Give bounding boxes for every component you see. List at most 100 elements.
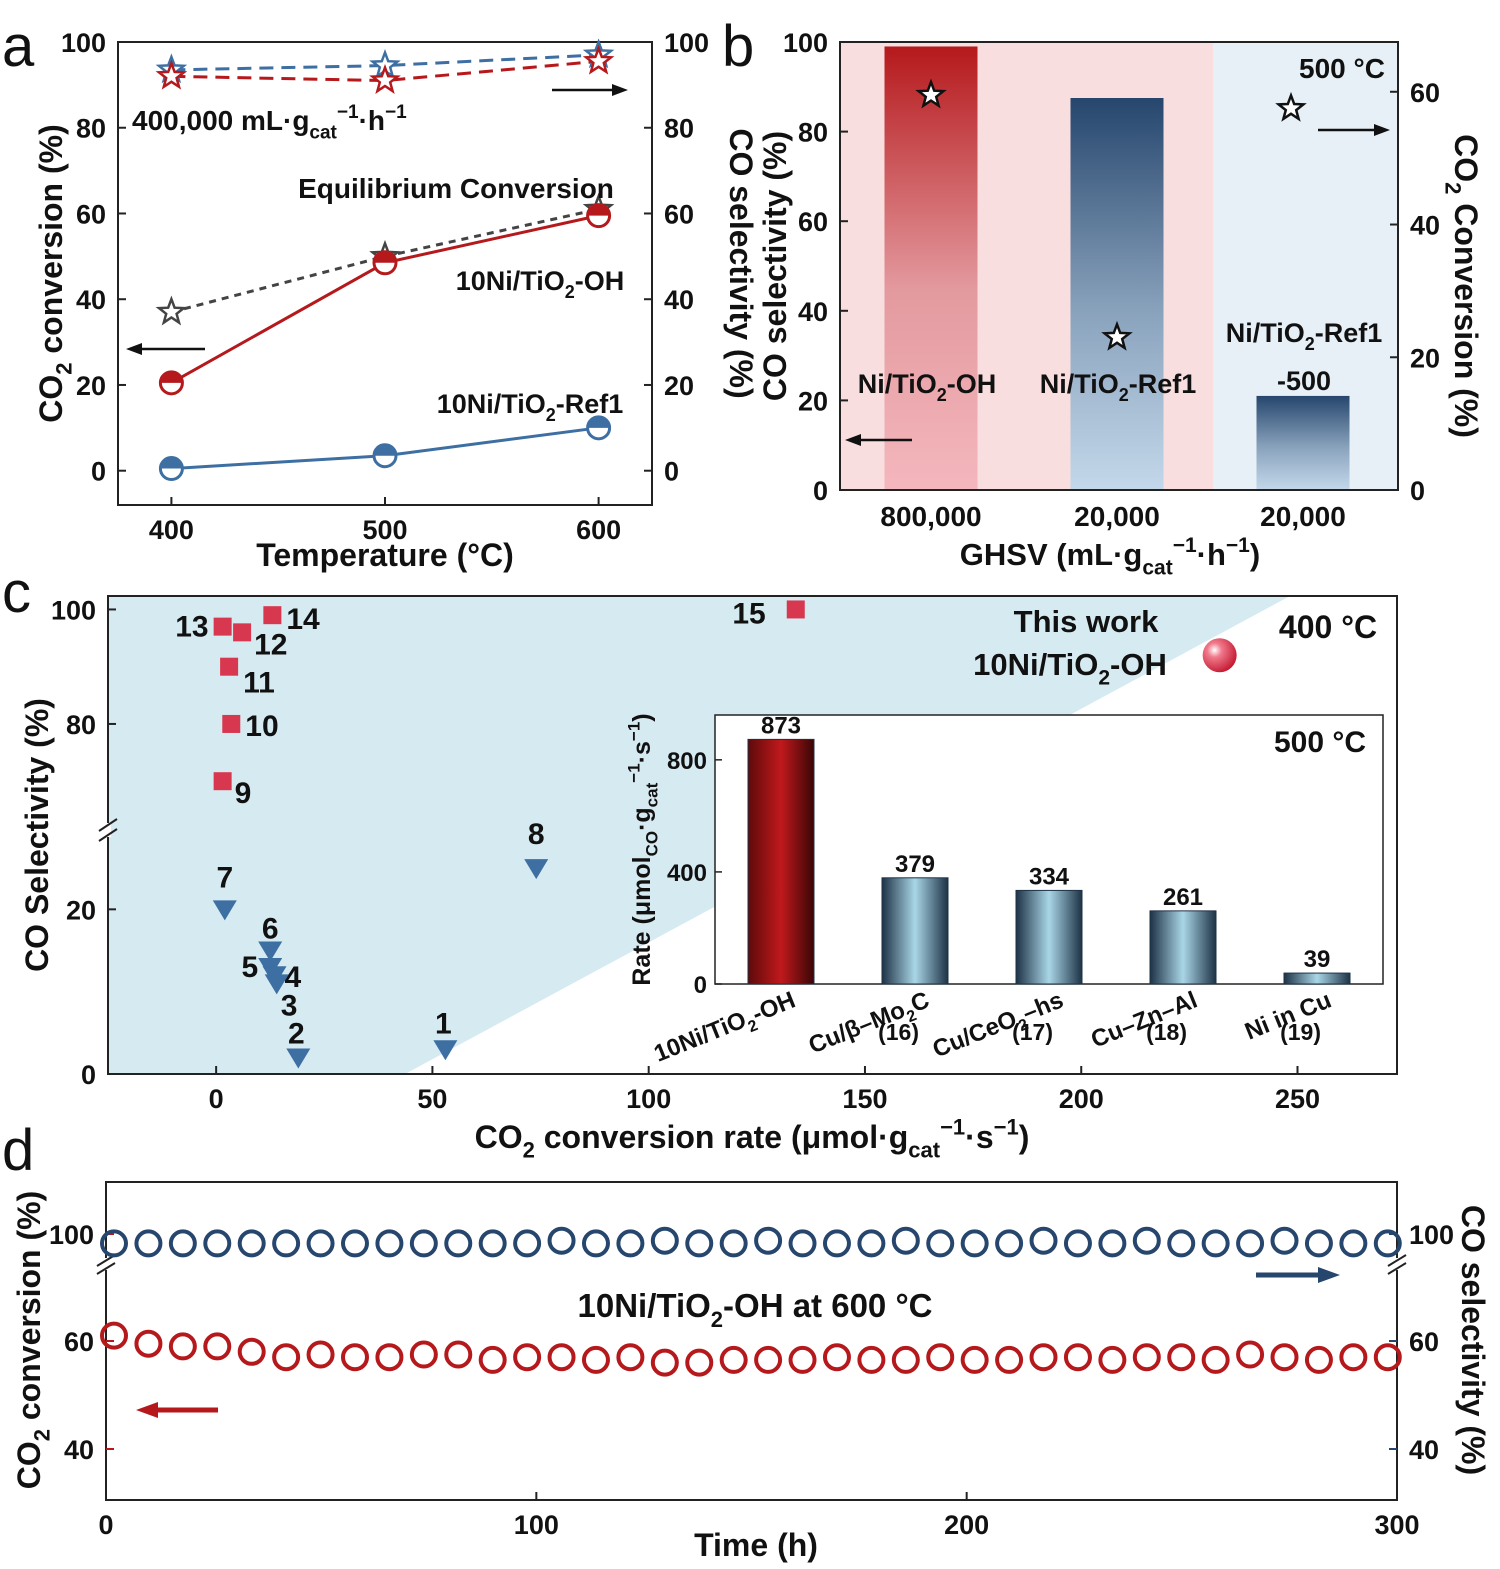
axis-break-mark <box>1387 1254 1407 1267</box>
bar-label-500-suffix: -500 <box>1277 366 1331 396</box>
x-axis-label: Time (h) <box>694 1527 818 1563</box>
data-point-conversion <box>581 1345 610 1374</box>
data-point-triangle <box>264 974 289 995</box>
data-point-selectivity <box>1063 1229 1092 1258</box>
y-tick-label-right: 40 <box>664 285 694 315</box>
y-tick-label: 0 <box>81 1060 96 1090</box>
y-tick-label-right: 60 <box>1409 1327 1439 1357</box>
inset-category-ref: (17) <box>1012 1019 1053 1045</box>
data-point-selectivity <box>1098 1229 1127 1258</box>
data-point-conversion <box>478 1345 507 1374</box>
data-point-selectivity <box>100 1229 128 1258</box>
data-point-label: 10 <box>245 710 278 743</box>
data-point-label: 15 <box>732 597 765 630</box>
data-point-label: 6 <box>262 913 279 946</box>
data-point-conversion <box>685 1348 714 1377</box>
data-point-conversion <box>995 1345 1024 1374</box>
inset-category-ref: (16) <box>878 1019 919 1045</box>
data-point-star-oh <box>582 44 615 75</box>
series-line-selectivity-oh <box>171 59 599 83</box>
data-point-this-work <box>1202 638 1237 673</box>
inset-bar-value-label: 39 <box>1304 946 1331 973</box>
data-point-conversion <box>1373 1343 1402 1372</box>
inset-y-tick-label: 800 <box>667 748 707 775</box>
data-point-triangle <box>212 900 237 921</box>
y-axis-label-right: CO selectivity (%) <box>723 128 759 398</box>
y-axis-label-right: CO selectivity (%) <box>1455 1205 1491 1475</box>
data-point-conversion <box>306 1340 335 1369</box>
panel-b-frame <box>839 41 1399 491</box>
axis-break-mark <box>98 818 118 832</box>
data-point-selectivity <box>650 1226 679 1255</box>
data-point-conversion <box>719 1345 748 1374</box>
y-tick-label: 20 <box>66 895 96 925</box>
y-tick-label-left: 40 <box>798 297 828 327</box>
temperature-label: 500 °C <box>1299 53 1385 84</box>
y-axis-label-left: CO2 conversion (%) <box>33 124 77 423</box>
data-point-triangle <box>433 1040 458 1061</box>
axis-break-gap <box>103 1258 109 1270</box>
y-tick-label-right: 0 <box>1410 476 1425 506</box>
y-tick-label-right: 20 <box>1410 343 1440 373</box>
data-point-conversion <box>788 1345 817 1374</box>
x-tick-label: 800,000 <box>880 501 981 532</box>
temperature-label: 400 °C <box>1279 609 1377 645</box>
arrow-right-head <box>1374 124 1390 136</box>
inset-bar <box>1149 910 1217 985</box>
data-point-selectivity <box>1132 1226 1161 1255</box>
inset-bar-value-label: 379 <box>895 851 935 878</box>
y-tick-label: 80 <box>66 710 96 740</box>
data-point-square <box>213 617 232 636</box>
bar-co-selectivity <box>1256 395 1350 490</box>
data-point-selectivity <box>340 1229 369 1258</box>
series-line-equilibrium <box>171 207 599 314</box>
data-point-selectivity <box>409 1229 438 1258</box>
data-point-conversion <box>926 1343 955 1372</box>
data-point-conversion <box>1132 1343 1161 1372</box>
x-tick-label: 250 <box>1275 1084 1320 1114</box>
inset-bar <box>1015 889 1083 985</box>
panel-d-chart: 40 40 60 60 100 100 0 100 200 300 Time (h) CO2 conv… <box>11 1181 1491 1563</box>
inset-bar <box>1283 972 1351 985</box>
data-point-selectivity <box>134 1229 163 1258</box>
x-tick-label: 0 <box>98 1510 113 1540</box>
data-point-square <box>213 772 232 791</box>
data-point-half-fill <box>587 416 610 428</box>
y-tick-label-left: 100 <box>49 1220 94 1250</box>
y-tick-label-right: 40 <box>1410 211 1440 241</box>
y-tick-label-left: 60 <box>798 207 828 237</box>
inset-category-ref: (19) <box>1280 1019 1321 1045</box>
y-tick-label-left: 0 <box>813 476 828 506</box>
y-tick-label-left: 100 <box>783 28 828 58</box>
data-point-selectivity <box>1270 1226 1299 1255</box>
x-tick-label: 100 <box>514 1510 559 1540</box>
data-point-conversion <box>1063 1343 1092 1372</box>
y-tick-label-right: 80 <box>664 114 694 144</box>
data-point-square <box>233 623 252 642</box>
axis-break-mark <box>98 828 118 842</box>
data-point-selectivity <box>168 1229 197 1258</box>
data-point-selectivity <box>616 1229 645 1258</box>
data-point-selectivity <box>272 1229 301 1258</box>
data-point-half-fill <box>160 371 183 383</box>
data-point-selectivity <box>1029 1226 1058 1255</box>
arrow-left-head <box>845 434 861 446</box>
data-point-label: 2 <box>288 1018 305 1051</box>
inset-y-tick-label: 400 <box>667 860 707 887</box>
data-point-star-oh <box>155 59 188 90</box>
data-point-selectivity <box>822 1229 851 1258</box>
data-point-selectivity <box>1236 1229 1265 1258</box>
data-point-half-fill <box>374 251 396 263</box>
data-point-star-oh <box>369 64 401 95</box>
data-point-label: 1 <box>435 1007 452 1040</box>
data-point-conversion <box>1339 1343 1368 1372</box>
x-axis-label: Temperature (°C) <box>256 537 514 573</box>
y-axis-label: CO Selectivity (%) <box>19 698 55 972</box>
data-point-selectivity <box>685 1229 714 1258</box>
panel-d-frame <box>105 1181 1398 1501</box>
y-axis-label-right: CO2 Conversion (%) <box>1440 134 1484 438</box>
panel-letter-d: d <box>2 1118 34 1183</box>
data-point-selectivity <box>306 1229 335 1258</box>
data-point-selectivity <box>1339 1229 1368 1258</box>
y-tick-label: 100 <box>51 595 96 625</box>
